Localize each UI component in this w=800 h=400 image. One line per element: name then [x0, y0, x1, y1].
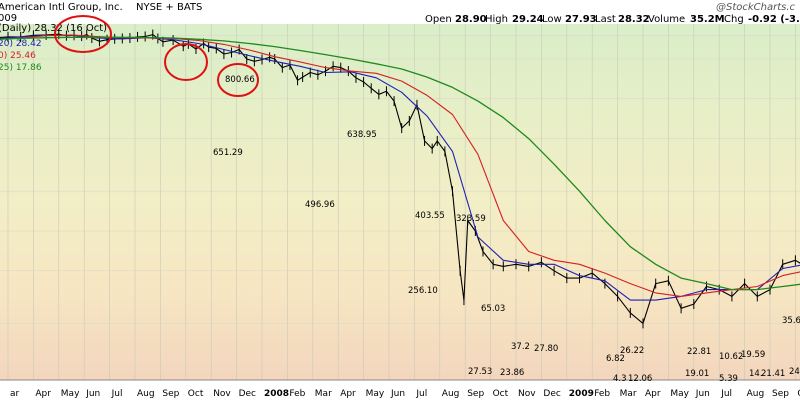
sma-legend-item: 25) 17.86 [0, 63, 42, 73]
open-label: Open [425, 14, 452, 25]
highlight-circle [54, 15, 112, 53]
last-value: 28.32 [618, 14, 650, 25]
price-annotation: 638.95 [347, 130, 377, 140]
price-annotation: 256.10 [408, 286, 438, 296]
x-tick-label: Feb [594, 389, 610, 399]
low-label: Low [542, 14, 562, 25]
price-annotation: 35.66 [782, 316, 800, 326]
price-annotation: 22.81 [687, 347, 711, 357]
x-tick-label: Nov [518, 389, 536, 399]
x-tick-label: Mar [315, 389, 332, 399]
x-axis: ar Apr May Jun Jul Aug Sep Oct Nov Dec 2008 Feb Mar A… [10, 389, 800, 399]
x-tick-label: Aug [747, 389, 765, 399]
x-tick-label: Jun [85, 389, 100, 399]
x-tick-label: Sep [467, 389, 484, 399]
x-tick-label: Dec [239, 389, 256, 399]
volume-label: Volume [648, 14, 685, 25]
price-annotation: 26.22 [620, 346, 644, 356]
x-tick-label: Sep [772, 389, 789, 399]
price-annotation: 4.3 [613, 374, 627, 384]
x-tick-label: Jun [390, 389, 405, 399]
highlight-circle [164, 43, 208, 81]
price-annotation: 651.29 [213, 148, 243, 158]
price-annotation: 19.59 [741, 350, 765, 360]
price-annotation: 21.41 [761, 369, 785, 379]
volume-value: 35.2M [690, 14, 725, 25]
exchange-label: NYSE + BATS [136, 2, 202, 13]
price-annotation: 800.66 [225, 75, 255, 85]
x-tick-label: ar [10, 389, 20, 399]
x-tick-label: May [61, 389, 80, 399]
x-tick-label: Apr [645, 389, 661, 399]
price-annotation: 19.01 [685, 369, 709, 379]
sma-legend-item: 20) 28.42 [0, 39, 42, 49]
highlight-circle [217, 63, 259, 97]
price-annotation: 12.06 [628, 374, 652, 384]
x-tick-label: Oct [493, 389, 509, 399]
x-tick-label: Jul [415, 389, 427, 399]
last-label: Last [595, 14, 616, 25]
chart-title: American Intl Group, Inc. [0, 2, 123, 13]
moving-average-legend: 20) 28.42 0) 25.46 25) 17.86 [0, 39, 42, 73]
price-annotation: 24 [789, 367, 800, 377]
price-annotation: 37.2 [511, 342, 530, 352]
x-tick-label: Jun [695, 389, 710, 399]
price-annotation: 27.53 [468, 367, 492, 377]
x-tick-label: Sep [162, 389, 179, 399]
price-annotation: 10.62 [719, 352, 743, 362]
x-tick-label: May [670, 389, 689, 399]
sma-short-line [0, 34, 800, 301]
highlight-circles [54, 15, 259, 97]
price-annotation: 403.55 [415, 211, 445, 221]
price-annotation: 496.96 [305, 200, 335, 210]
x-tick-label: Apr [340, 389, 356, 399]
x-tick-label: Apr [35, 389, 51, 399]
open-value: 28.90 [455, 14, 487, 25]
x-tick-label: Oct [188, 389, 204, 399]
daily-label: (Daily) 28.32 (16 Oct) [0, 23, 107, 34]
x-tick-label: O [797, 389, 800, 399]
price-annotation: 23.86 [500, 368, 524, 378]
price-annotation: 27.80 [534, 344, 558, 354]
sma-legend-item: 0) 25.46 [0, 51, 36, 61]
ohlc-readout: Open 28.90 High 29.24 Low 27.93 Last 28.… [425, 14, 800, 25]
sma-long-line [0, 36, 800, 291]
x-tick-label: Jul [111, 389, 123, 399]
chg-label: Chg [724, 14, 744, 25]
x-tick-label: Mar [620, 389, 637, 399]
price-annotations: 800.66 651.29 638.95 496.96 403.55 323.59 256.… [213, 75, 800, 384]
period-line: 009 [0, 13, 17, 24]
x-tick-label: Jul [720, 389, 732, 399]
x-tick-label: 2008 [264, 389, 289, 399]
x-tick-label: Feb [289, 389, 305, 399]
price-annotation: 6.82 [606, 354, 625, 364]
x-tick-label: Dec [543, 389, 560, 399]
watermark: @StockCharts.c [716, 2, 796, 13]
plot-background [0, 24, 800, 380]
chg-value: -0.92 (-3.16 [748, 14, 800, 25]
x-tick-label: May [366, 389, 385, 399]
high-label: High [485, 14, 508, 25]
x-tick-label: Aug [442, 389, 460, 399]
price-annotation: 14. [749, 369, 763, 379]
x-tick-label: 2009 [569, 389, 594, 399]
low-value: 27.93 [565, 14, 597, 25]
price-annotation: 65.03 [481, 304, 505, 314]
price-annotation: 5.39 [719, 374, 738, 384]
price-annotation: 323.59 [456, 214, 486, 224]
x-tick-label: Nov [213, 389, 231, 399]
series-layer [0, 29, 800, 329]
grid [0, 24, 800, 380]
x-tick-label: Aug [137, 389, 155, 399]
high-value: 29.24 [512, 14, 544, 25]
